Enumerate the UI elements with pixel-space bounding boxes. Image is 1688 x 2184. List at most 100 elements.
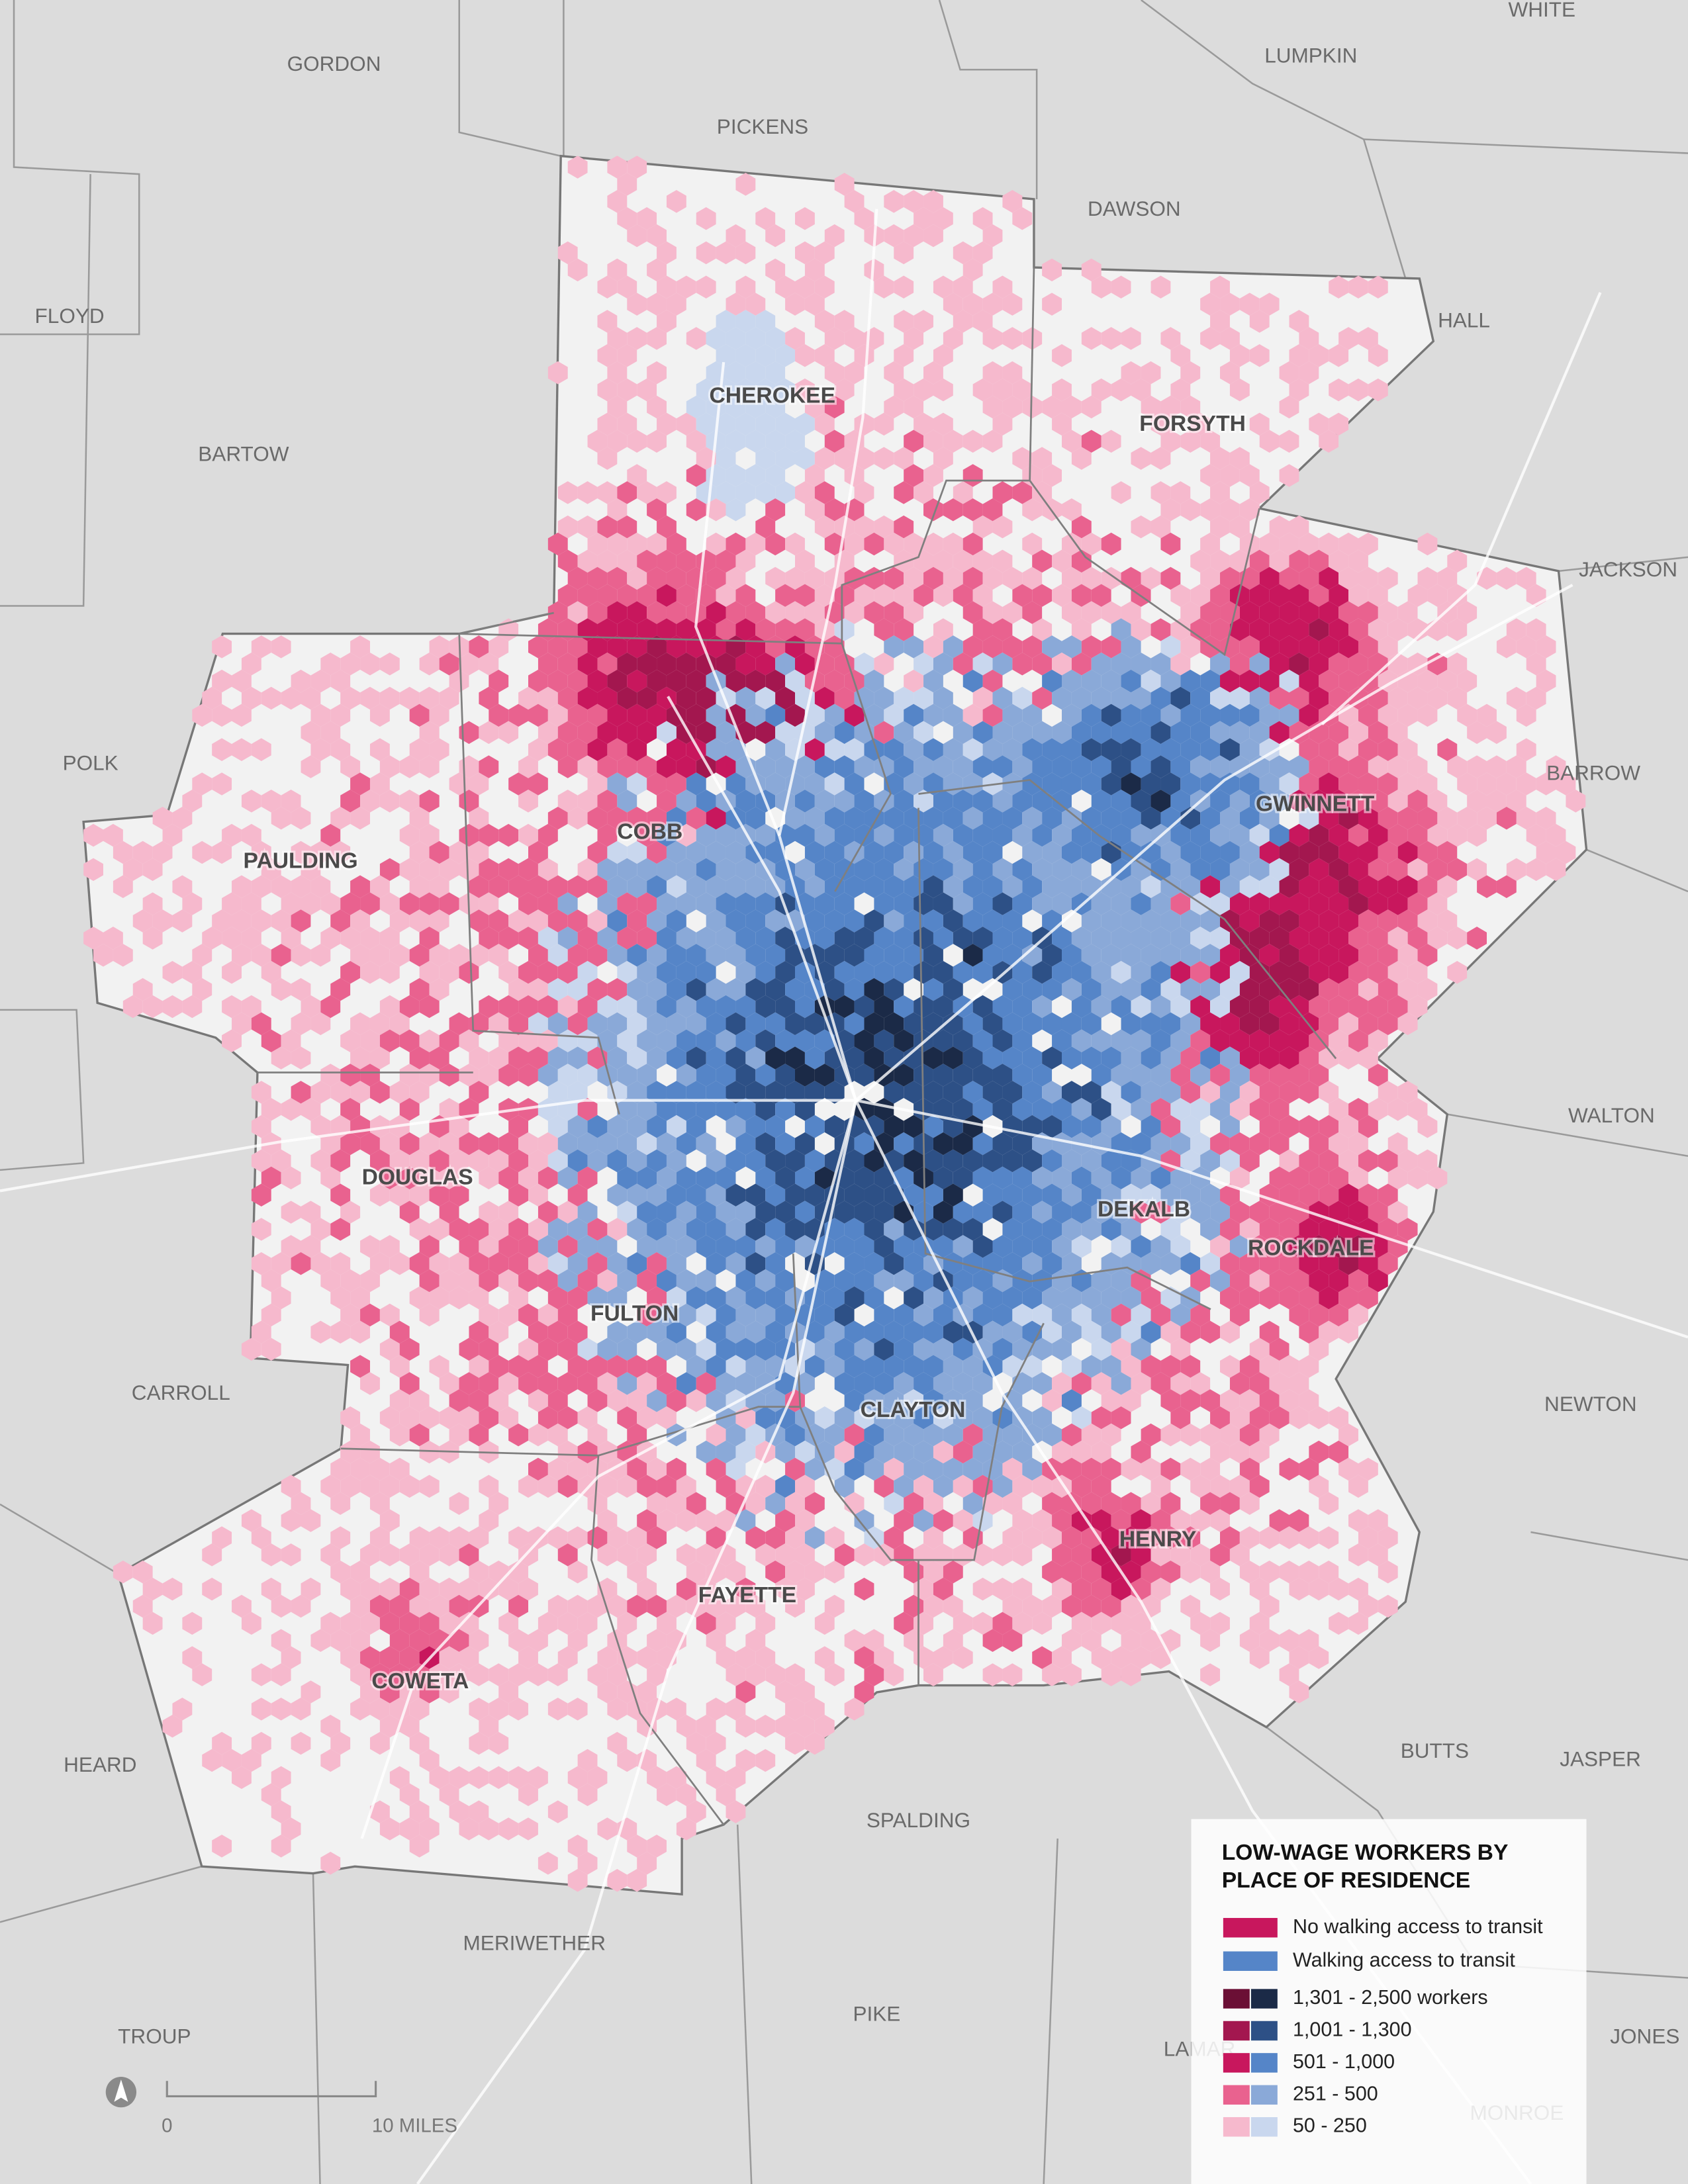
hex-bin: [1121, 669, 1141, 693]
hex-bin: [765, 669, 786, 693]
hex-bin: [1239, 1629, 1260, 1653]
hex-bin: [726, 1252, 746, 1275]
hex-bin: [1319, 1149, 1339, 1173]
hex-bin: [696, 618, 716, 641]
hex-bin: [627, 806, 647, 830]
hex-bin: [1407, 927, 1428, 950]
hex-bin: [953, 1029, 973, 1053]
hex-bin: [469, 1698, 489, 1721]
hex-bin: [933, 206, 953, 230]
hex-bin: [904, 944, 924, 967]
hex-bin: [1091, 755, 1111, 778]
hex-bin: [439, 1646, 459, 1669]
hex-bin: [1249, 1577, 1270, 1601]
hex-bin: [1397, 1012, 1418, 1036]
hex-bin: [647, 498, 667, 522]
hex-bin: [666, 669, 686, 693]
hex-bin: [1022, 875, 1043, 899]
hex-bin: [1358, 1115, 1378, 1138]
hex-bin: [1200, 1046, 1221, 1069]
hex-bin: [1348, 1029, 1368, 1053]
hex-bin: [657, 1475, 677, 1498]
outer-county-label: BARROW: [1546, 760, 1640, 784]
hex-bin: [864, 258, 884, 282]
hex-bin: [982, 1183, 1003, 1206]
hex-bin: [676, 1817, 696, 1841]
hex-bin: [1061, 1355, 1082, 1378]
hex-bin: [814, 1029, 835, 1053]
hex-bin: [538, 1372, 558, 1395]
hex-bin: [1150, 275, 1171, 299]
hex-bin: [1239, 1252, 1260, 1275]
hex-bin: [1141, 361, 1161, 385]
hex-bin: [696, 584, 716, 607]
hex-bin: [914, 584, 933, 607]
hex-bin: [577, 686, 598, 710]
hex-bin: [1348, 1269, 1368, 1293]
hex-bin: [1042, 395, 1062, 419]
hex-bin: [735, 241, 756, 265]
hex-bin: [953, 310, 973, 333]
hex-bin: [1081, 1526, 1102, 1549]
hex-bin: [1042, 1218, 1062, 1241]
hex-bin: [419, 686, 440, 710]
hex-bin: [627, 1149, 647, 1173]
hex-bin: [735, 481, 756, 504]
hex-bin: [498, 1406, 519, 1430]
hex-bin: [241, 686, 261, 710]
hex-bin: [657, 858, 677, 882]
scale-start-label: 0: [162, 2115, 172, 2136]
hex-bin: [1220, 944, 1240, 967]
legend-swatch: [1223, 1918, 1278, 1938]
hex-bin: [459, 1235, 479, 1258]
hex-bin: [696, 1509, 716, 1532]
hex-bin: [972, 1269, 993, 1293]
hex-bin: [804, 1731, 825, 1755]
hex-bin: [1160, 978, 1181, 1001]
hex-bin: [1081, 841, 1102, 864]
hex-bin: [251, 1731, 271, 1755]
hex-bin: [874, 1475, 894, 1498]
hex-bin: [419, 1132, 440, 1156]
hex-bin: [1309, 790, 1329, 813]
hex-bin: [1239, 1389, 1260, 1412]
hex-bin: [765, 944, 786, 967]
hex-bin: [1329, 344, 1349, 367]
hex-bin: [1319, 1286, 1339, 1310]
hex-bin: [933, 755, 953, 778]
hex-bin: [1220, 841, 1240, 864]
hex-bin: [498, 1064, 519, 1087]
hex-bin: [399, 1201, 420, 1224]
hex-bin: [874, 1029, 894, 1053]
hex-bin: [735, 1064, 756, 1087]
hex-bin: [528, 1355, 548, 1378]
hex-bin: [676, 927, 696, 950]
hex-bin: [1002, 704, 1023, 727]
hex-bin: [1348, 1509, 1368, 1532]
hex-bin: [814, 344, 835, 367]
hex-bin: [814, 515, 835, 539]
hex-bin: [1032, 1406, 1053, 1430]
hex-bin: [1319, 1046, 1339, 1069]
hex-bin: [577, 1166, 598, 1190]
hex-bin: [735, 378, 756, 402]
hex-bin: [449, 1526, 469, 1549]
hex-bin: [538, 823, 558, 847]
hex-bin: [557, 584, 578, 607]
hex-bin: [261, 1577, 281, 1601]
hex-bin: [597, 310, 618, 333]
hex-bin: [923, 1663, 943, 1686]
hex-bin: [972, 584, 993, 607]
hex-bin: [1210, 1612, 1230, 1635]
hex-bin: [874, 1440, 894, 1464]
hex-bin: [1012, 892, 1033, 915]
hex-bin: [508, 1766, 529, 1790]
hex-bin: [103, 823, 123, 847]
hex-bin: [1309, 1338, 1329, 1361]
hex-bin: [1437, 806, 1458, 830]
county-label: FORSYTH: [1139, 412, 1246, 436]
hex-bin: [696, 892, 716, 915]
hex-bin: [1160, 1355, 1181, 1378]
hex-bin: [1358, 327, 1378, 350]
hex-bin: [528, 738, 548, 761]
